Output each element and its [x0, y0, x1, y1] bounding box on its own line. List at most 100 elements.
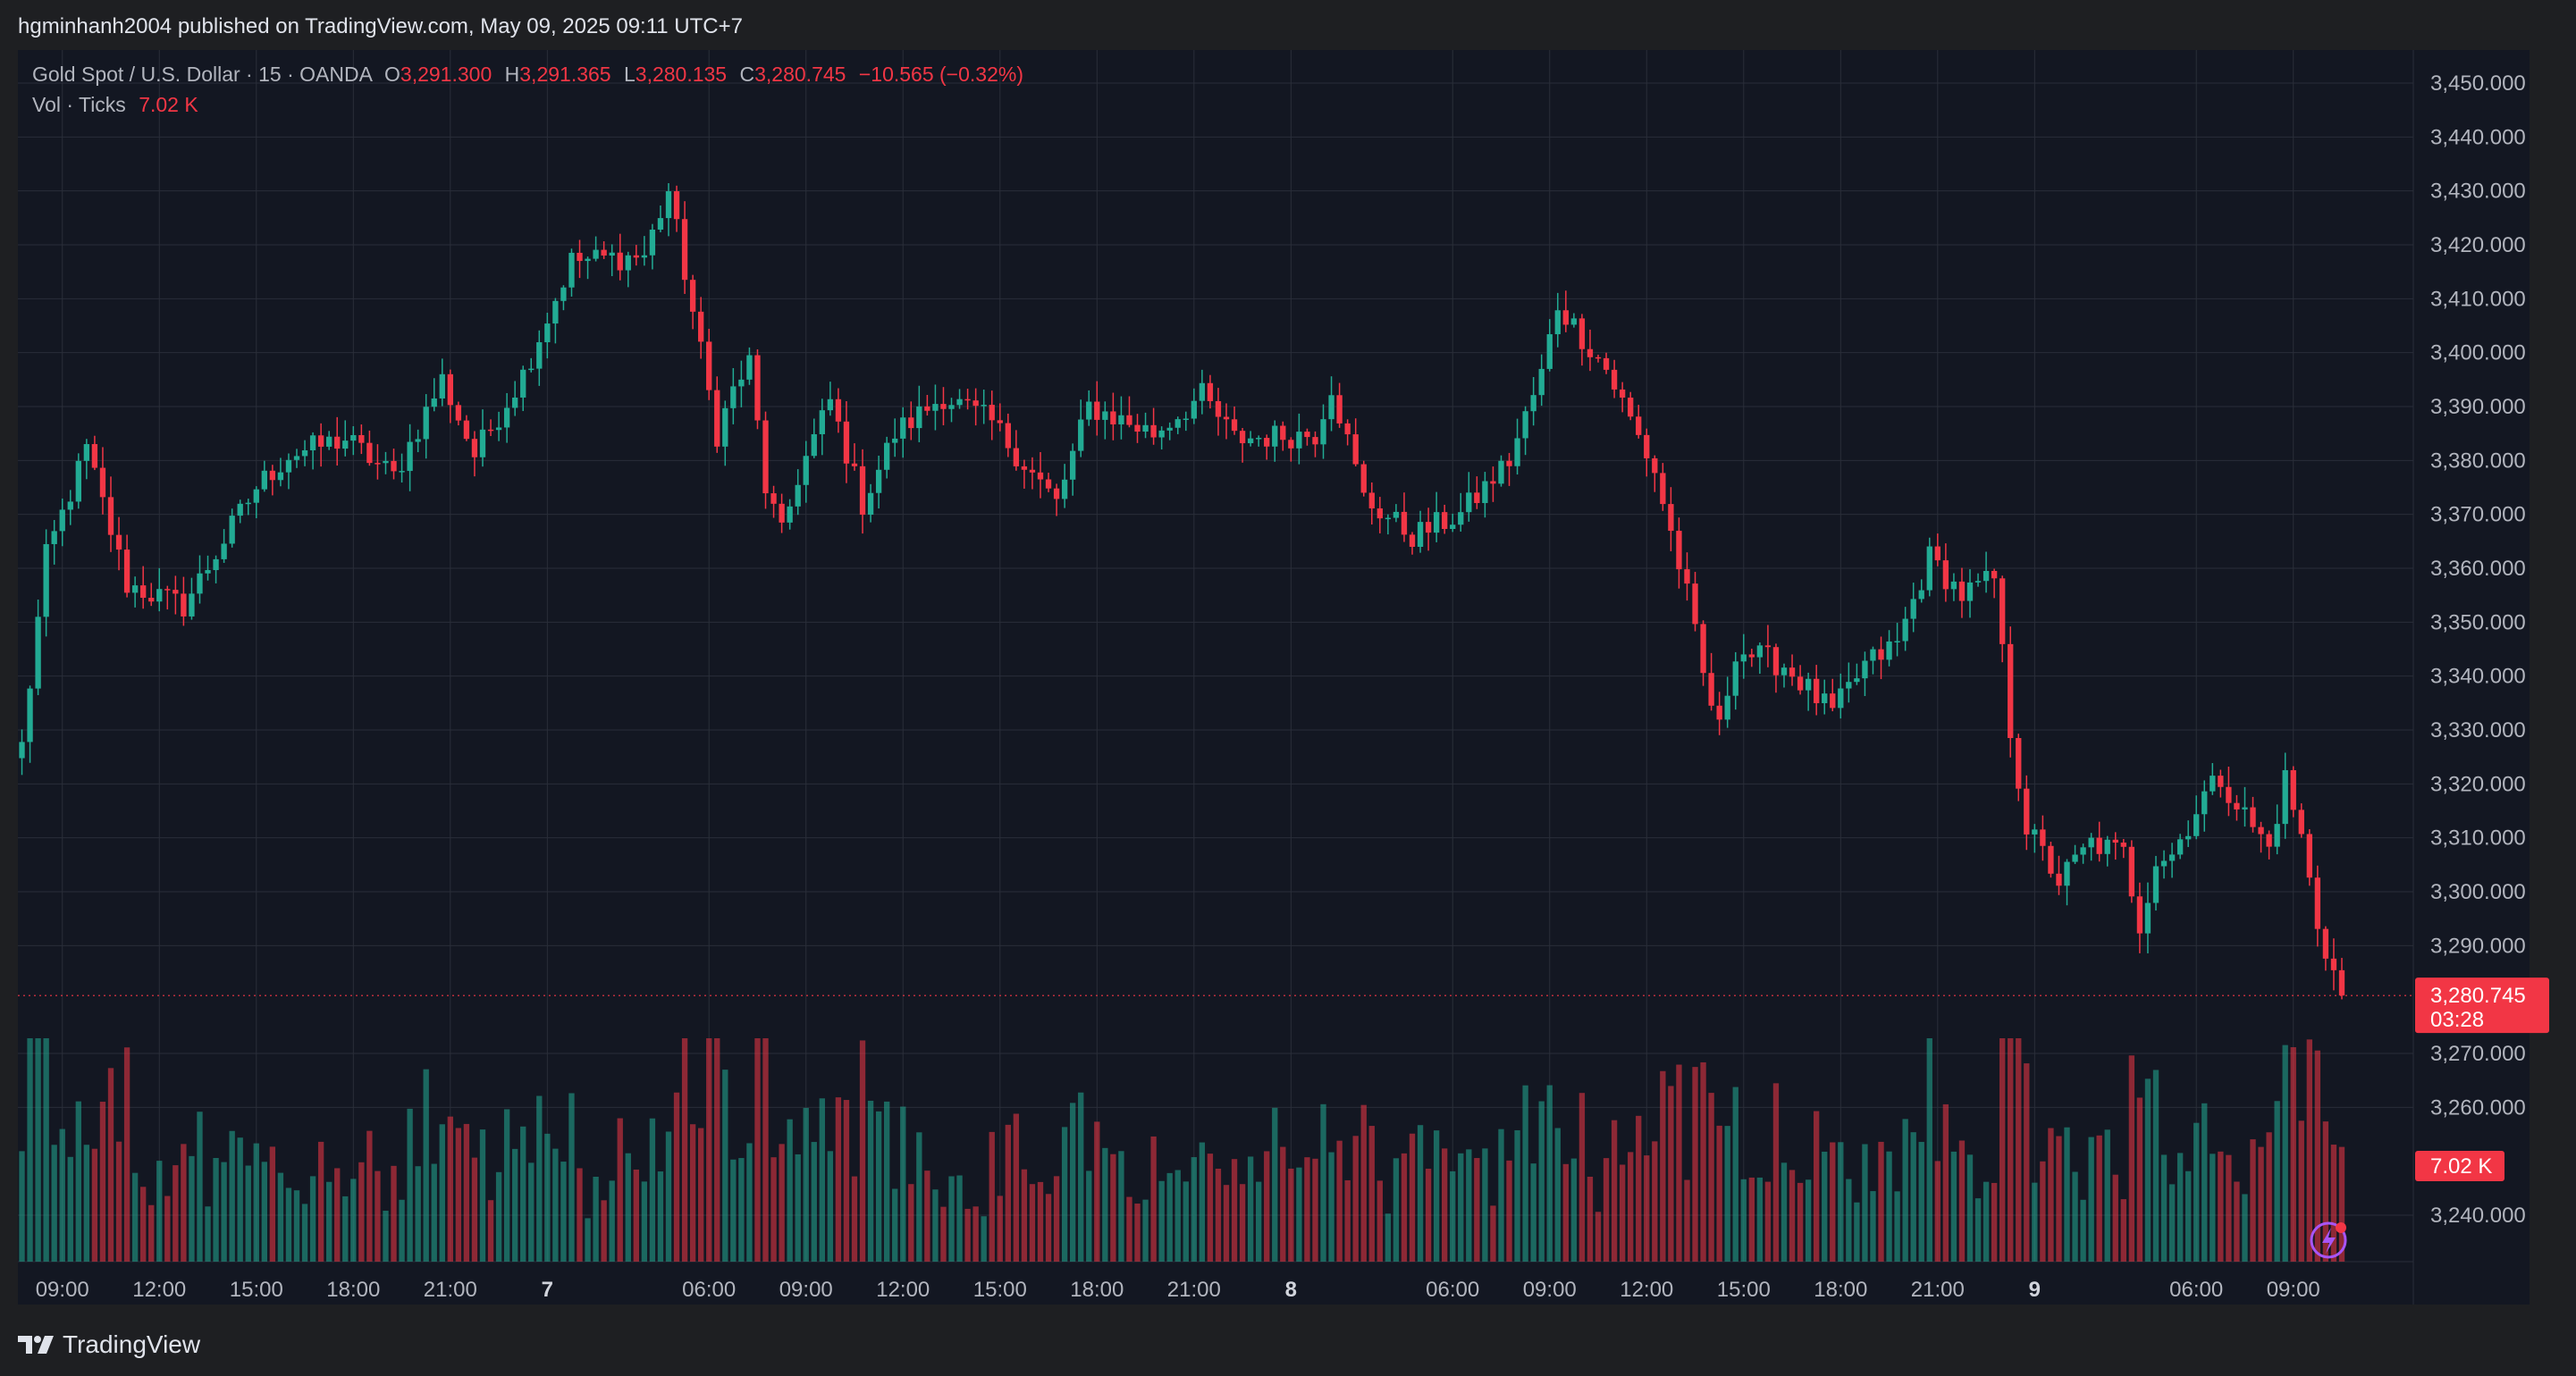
candle[interactable] — [495, 411, 502, 441]
candle[interactable] — [1805, 672, 1812, 711]
candle[interactable] — [916, 385, 922, 442]
candle[interactable] — [1207, 374, 1214, 409]
candle[interactable] — [1991, 568, 1998, 599]
candle[interactable] — [884, 436, 890, 479]
candle[interactable] — [2112, 832, 2118, 860]
candle[interactable] — [2210, 763, 2216, 795]
candle[interactable] — [1578, 314, 1586, 366]
candle[interactable] — [1183, 411, 1189, 432]
candle[interactable] — [706, 328, 712, 400]
candle[interactable] — [989, 390, 995, 440]
candle[interactable] — [439, 358, 445, 407]
candle[interactable] — [415, 429, 421, 453]
candle[interactable] — [1021, 459, 1028, 489]
candle[interactable] — [803, 440, 809, 503]
candle[interactable] — [383, 451, 389, 474]
candle[interactable] — [738, 360, 745, 407]
candle[interactable] — [277, 457, 284, 487]
candle[interactable] — [423, 394, 429, 459]
candle[interactable] — [181, 576, 187, 626]
candle[interactable] — [1490, 466, 1496, 502]
candle[interactable] — [544, 313, 551, 359]
candle[interactable] — [447, 369, 453, 424]
candle[interactable] — [358, 424, 365, 455]
candle[interactable] — [1756, 642, 1764, 675]
candle[interactable] — [83, 439, 90, 480]
candle[interactable] — [2193, 795, 2200, 840]
candle[interactable] — [431, 378, 437, 412]
candle[interactable] — [892, 418, 898, 457]
candle[interactable] — [131, 576, 139, 608]
candle[interactable] — [730, 367, 737, 424]
candle[interactable] — [835, 388, 842, 433]
price-axis[interactable]: 3,450.000 3,440.000 3,430.000 3,420.000 3,41… — [2430, 71, 2526, 1228]
candle[interactable] — [1102, 401, 1108, 440]
candle[interactable] — [1902, 607, 1908, 651]
candle[interactable] — [1401, 492, 1408, 542]
candle[interactable] — [657, 205, 664, 232]
candle[interactable] — [1854, 663, 1860, 685]
candle[interactable] — [1320, 404, 1326, 459]
candle[interactable] — [1660, 463, 1666, 511]
candle[interactable] — [1134, 414, 1141, 443]
candle[interactable] — [1142, 412, 1149, 439]
candle[interactable] — [2314, 865, 2321, 947]
candle[interactable] — [107, 476, 114, 552]
candle[interactable] — [1078, 399, 1084, 457]
candle[interactable] — [1433, 491, 1440, 542]
candle[interactable] — [1958, 567, 1966, 618]
candle[interactable] — [19, 729, 25, 776]
candle[interactable] — [2016, 734, 2022, 801]
candle[interactable] — [1530, 377, 1536, 426]
candle[interactable] — [2080, 843, 2086, 864]
candle[interactable] — [2120, 839, 2126, 859]
candle[interactable] — [245, 499, 251, 516]
candle[interactable] — [908, 401, 914, 440]
candle[interactable] — [91, 435, 98, 471]
candle[interactable] — [1304, 428, 1310, 446]
candle[interactable] — [366, 430, 373, 466]
candle[interactable] — [2168, 843, 2176, 878]
candle[interactable] — [1595, 354, 1602, 363]
candle[interactable] — [1247, 431, 1254, 447]
candle[interactable] — [67, 490, 73, 525]
candle[interactable] — [350, 425, 357, 456]
candle[interactable] — [1740, 633, 1747, 679]
candle[interactable] — [293, 449, 300, 468]
candle[interactable] — [754, 348, 761, 430]
candle[interactable] — [2072, 844, 2078, 865]
candle[interactable] — [237, 499, 243, 524]
candle[interactable] — [1393, 504, 1400, 523]
candle[interactable] — [503, 392, 510, 443]
candle[interactable] — [1482, 472, 1488, 518]
candle[interactable] — [2024, 775, 2030, 851]
candle[interactable] — [309, 432, 316, 470]
candle[interactable] — [197, 555, 203, 604]
candle[interactable] — [2160, 850, 2168, 879]
candle[interactable] — [1474, 476, 1480, 509]
candle[interactable] — [1628, 391, 1634, 421]
candle[interactable] — [326, 431, 333, 450]
time-axis[interactable]: 09:00 12:00 15:00 18:00 21:00 7 06:00 09:00 12:0… — [36, 1278, 2320, 1302]
candle[interactable] — [2185, 820, 2192, 847]
candle[interactable] — [1466, 472, 1472, 522]
candle[interactable] — [1458, 492, 1464, 532]
candle[interactable] — [2226, 767, 2232, 817]
candle[interactable] — [455, 401, 462, 426]
candle[interactable] — [1336, 382, 1343, 428]
candle[interactable] — [2330, 938, 2337, 991]
candle[interactable] — [1118, 396, 1124, 440]
candle[interactable] — [2064, 859, 2070, 906]
candle[interactable] — [1045, 473, 1052, 492]
candle[interactable] — [1789, 654, 1796, 686]
price-chart[interactable]: 3,450.000 3,440.000 3,430.000 3,420.000 3,41… — [0, 0, 2576, 1319]
candle[interactable] — [867, 483, 874, 523]
chart-pane[interactable] — [18, 50, 2530, 1305]
candle[interactable] — [2322, 926, 2329, 971]
candle[interactable] — [1231, 406, 1238, 435]
candle[interactable] — [948, 398, 955, 423]
candle[interactable] — [811, 418, 817, 458]
candle[interactable] — [1150, 407, 1157, 445]
candle[interactable] — [2096, 821, 2102, 862]
candle[interactable] — [148, 583, 155, 607]
